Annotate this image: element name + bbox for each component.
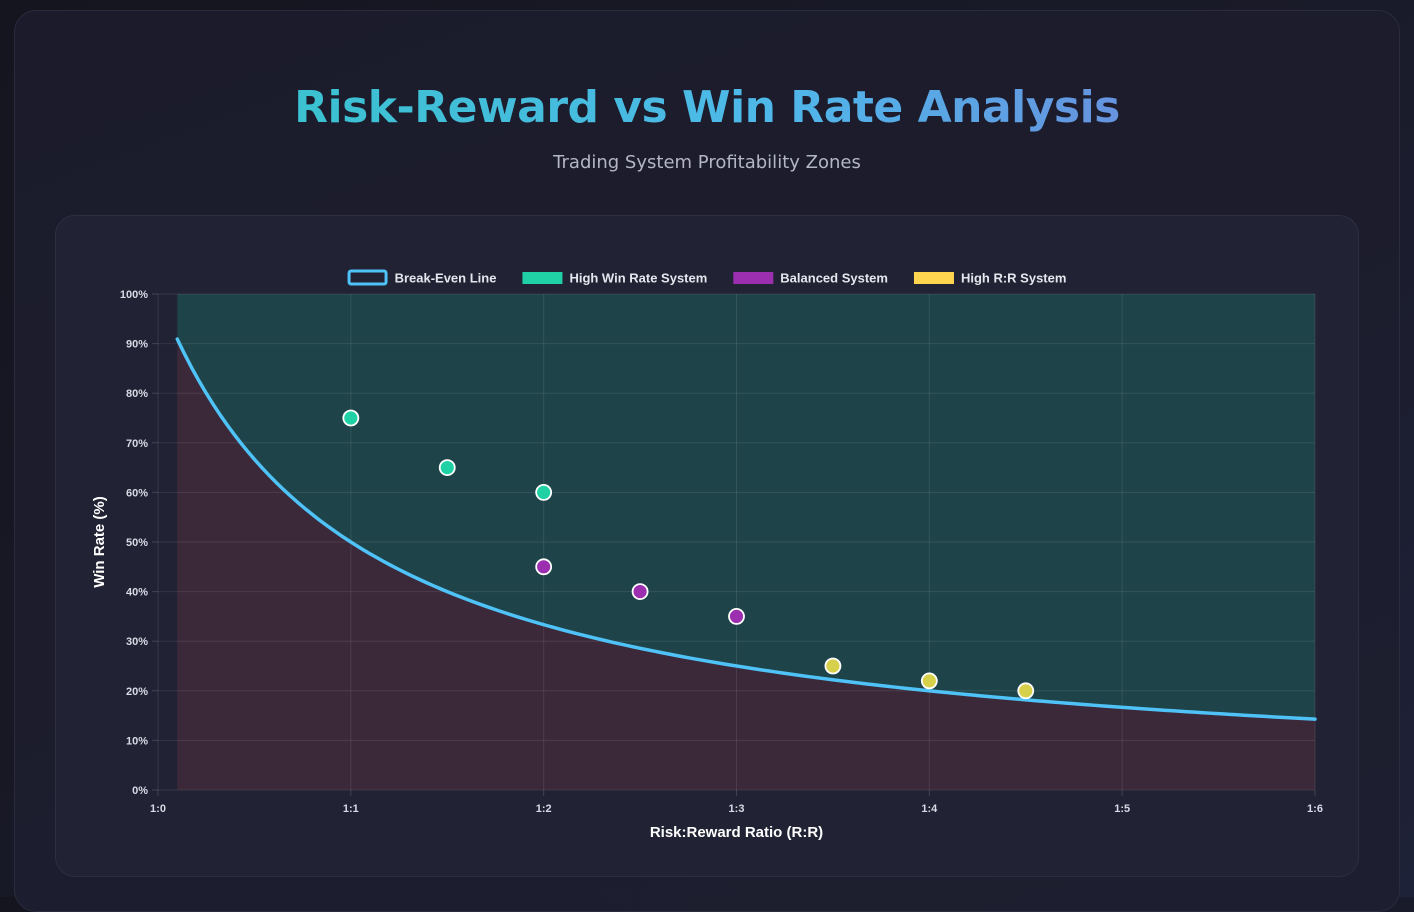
- x-tick-label: 1:1: [343, 803, 359, 815]
- x-tick-label: 1:5: [1114, 803, 1130, 815]
- data-point[interactable]: [342, 409, 360, 427]
- data-point[interactable]: [1017, 682, 1035, 700]
- legend-label: Break-Even Line: [395, 271, 497, 286]
- chart: 0% 10% 20% 30% 40% 50% 60% 70% 80% 90% 100% 1:0 1:1 1…: [91, 269, 1323, 841]
- legend-label: Balanced System: [780, 271, 888, 286]
- y-tick-label: 0%: [132, 785, 148, 797]
- data-point[interactable]: [920, 672, 938, 690]
- legend-swatch[interactable]: [522, 272, 563, 284]
- data-point[interactable]: [824, 657, 842, 675]
- y-tick-label: 80%: [126, 388, 148, 400]
- y-tick-label: 20%: [126, 686, 148, 698]
- page-subtitle: Trading System Profitability Zones: [553, 152, 861, 173]
- legend-label: High R:R System: [961, 271, 1066, 286]
- y-tick-label: 100%: [120, 289, 148, 301]
- y-tick-label: 70%: [126, 438, 148, 450]
- x-tick-label: 1:3: [729, 803, 745, 815]
- y-tick-label: 10%: [126, 735, 148, 747]
- x-tick-label: 1:0: [150, 803, 166, 815]
- y-tick-label: 60%: [126, 487, 148, 499]
- x-axis-title: Risk:Reward Ratio (R:R): [650, 824, 823, 841]
- y-tick-label: 40%: [126, 587, 148, 599]
- x-tick-label: 1:2: [536, 803, 552, 815]
- x-tick-label: 1:6: [1307, 803, 1323, 815]
- data-point[interactable]: [631, 583, 649, 601]
- legend-swatch-break-even[interactable]: [347, 269, 388, 286]
- y-tick-label: 90%: [126, 339, 148, 351]
- legend-swatch[interactable]: [733, 272, 774, 284]
- legend-label: High Win Rate System: [569, 271, 707, 286]
- x-tick-label: 1:4: [921, 803, 938, 815]
- break-even-line: [175, 337, 1317, 721]
- legend-swatch[interactable]: [913, 272, 954, 284]
- y-axis-title: Win Rate (%): [91, 496, 108, 588]
- losing-zone: [177, 339, 1315, 790]
- page-title: Risk-Reward vs Win Rate Analysis: [0, 82, 1414, 133]
- data-point[interactable]: [535, 558, 553, 576]
- profitable-zone: [177, 294, 1315, 720]
- chart-card: 0% 10% 20% 30% 40% 50% 60% 70% 80% 90% 100% 1:0 1:1 1…: [55, 215, 1359, 877]
- data-point[interactable]: [535, 483, 553, 501]
- y-tick-label: 50%: [126, 537, 148, 549]
- y-tick-label: 30%: [126, 636, 148, 648]
- data-point[interactable]: [728, 607, 745, 625]
- data-point[interactable]: [438, 459, 456, 477]
